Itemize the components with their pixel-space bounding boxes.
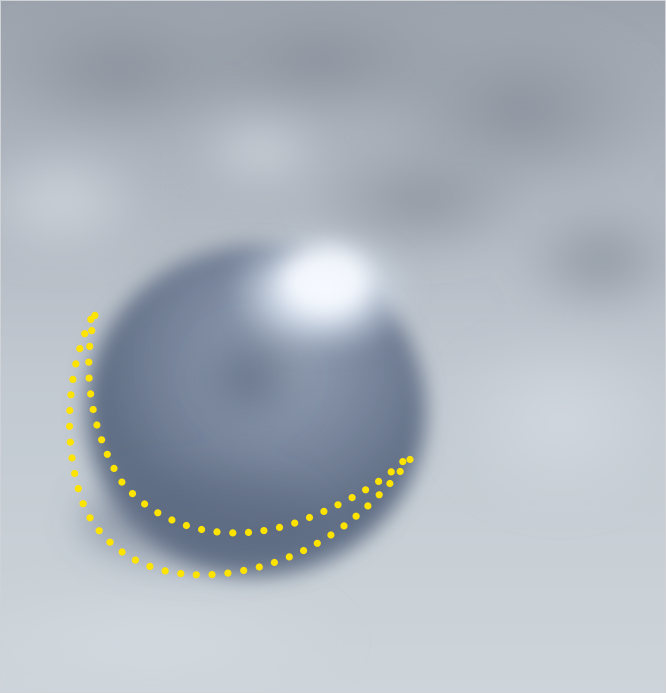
- yellow-dot: [87, 315, 95, 323]
- yellow-dot: [213, 528, 221, 536]
- yellow-dot: [87, 390, 95, 398]
- yellow-dot: [334, 501, 342, 509]
- highlight: [226, 226, 416, 356]
- yellow-dot: [208, 571, 216, 579]
- yellow-dot: [375, 491, 383, 499]
- yellow-dot: [275, 523, 284, 532]
- yellow-dot: [106, 538, 114, 546]
- yellow-dot: [141, 500, 149, 508]
- yellow-dot: [224, 569, 232, 577]
- yellow-dot: [110, 464, 118, 472]
- yellow-dot: [270, 558, 278, 567]
- yellow-dot: [177, 570, 185, 578]
- yellow-dot: [88, 327, 96, 335]
- yellow-dot: [67, 391, 75, 399]
- yellow-dot: [229, 529, 237, 537]
- yellow-dot: [399, 458, 407, 466]
- yellow-dot: [313, 539, 321, 547]
- yellow-dot: [327, 531, 335, 539]
- inner-dotted-arc: [85, 311, 407, 537]
- yellow-dot: [131, 556, 139, 564]
- yellow-dot: [68, 454, 76, 462]
- yellow-dot: [81, 330, 89, 338]
- yellow-dot: [93, 421, 101, 429]
- yellow-dot: [305, 513, 314, 522]
- yellow-dot: [74, 485, 82, 493]
- yellow-dot: [285, 553, 293, 561]
- yellow-dot: [291, 519, 299, 527]
- yellow-dot: [362, 486, 370, 494]
- yellow-dot: [386, 479, 394, 488]
- yellow-dot: [79, 500, 87, 508]
- yellow-dot: [340, 522, 348, 530]
- yellow-dot: [66, 438, 74, 446]
- yellow-dot: [128, 490, 137, 498]
- yellow-dot: [146, 562, 154, 571]
- yellow-dot: [406, 455, 414, 464]
- yellow-dot: [66, 422, 74, 430]
- yellow-dot: [76, 345, 84, 353]
- yellow-dot: [85, 358, 93, 366]
- yellow-dot: [89, 405, 97, 414]
- yellow-dot: [396, 467, 404, 476]
- yellow-dot: [300, 547, 308, 555]
- yellow-dot: [71, 469, 79, 478]
- yellow-dot: [260, 527, 268, 535]
- yellow-dot: [375, 477, 383, 485]
- yellow-dot: [240, 566, 248, 575]
- yellow-dot: [244, 528, 253, 537]
- yellow-dot: [72, 360, 80, 368]
- yellow-dot: [95, 527, 103, 535]
- yellow-dot: [161, 567, 169, 575]
- yellow-dot: [86, 514, 94, 522]
- yellow-dot: [85, 374, 93, 382]
- yellow-dot: [348, 494, 356, 502]
- yellow-dot: [320, 507, 328, 515]
- yellow-dot: [118, 548, 126, 556]
- yellow-dot: [198, 525, 206, 534]
- outer-dotted-arc: [66, 315, 414, 579]
- yellow-dot: [103, 450, 111, 458]
- yellow-dot: [66, 406, 74, 415]
- yellow-dot: [192, 571, 200, 579]
- yellow-dot: [182, 521, 190, 530]
- yellow-dot: [364, 502, 372, 510]
- yellow-dot: [168, 516, 176, 524]
- yellow-dot: [154, 509, 162, 517]
- yellow-dot: [69, 375, 77, 383]
- yellow-dot: [352, 512, 360, 520]
- yellow-dot: [118, 478, 126, 486]
- yellow-dot: [387, 468, 395, 476]
- yellow-dot: [98, 436, 106, 444]
- yellow-dot: [255, 563, 263, 571]
- yellow-dot: [86, 342, 94, 350]
